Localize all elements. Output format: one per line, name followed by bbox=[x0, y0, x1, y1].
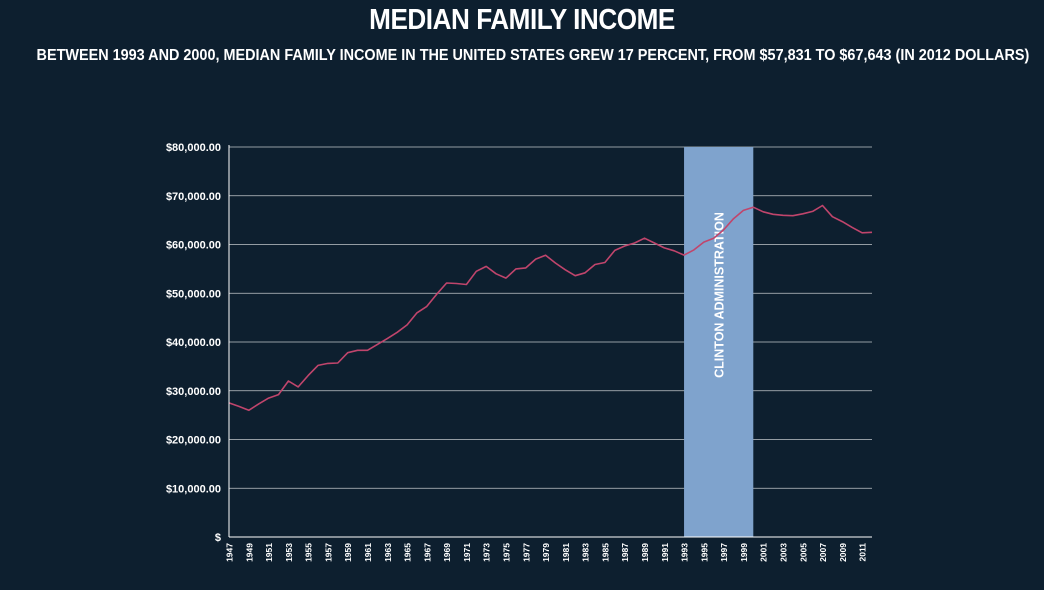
y-tick-label: $ bbox=[215, 532, 221, 544]
y-tick-label: $50,000.00 bbox=[166, 288, 221, 300]
x-tick-label: 1989 bbox=[640, 543, 650, 562]
x-tick-label: 1947 bbox=[225, 543, 235, 562]
x-tick-label: 1987 bbox=[620, 543, 630, 562]
x-tick-label: 2003 bbox=[778, 543, 788, 562]
y-tick-label: $70,000.00 bbox=[166, 191, 221, 203]
x-tick-label: 2011 bbox=[858, 543, 868, 562]
y-tick-label: $80,000.00 bbox=[166, 142, 221, 154]
x-tick-label: 2005 bbox=[798, 543, 808, 562]
x-tick-label: 1977 bbox=[521, 543, 531, 562]
x-tick-label: 1957 bbox=[323, 543, 333, 562]
x-tick-label: 1981 bbox=[561, 543, 571, 562]
income-line bbox=[228, 204, 873, 412]
x-tick-label: 1999 bbox=[739, 543, 749, 562]
x-tick-label: 1963 bbox=[383, 543, 393, 562]
x-tick-label: 1949 bbox=[244, 543, 254, 562]
axes: $ $10,000.00 $20,000.00 $30,000.00 $40,000.0… bbox=[166, 142, 872, 562]
administration-band: CLINTON ADMINISTRATION bbox=[684, 147, 754, 537]
y-tick-label: $10,000.00 bbox=[166, 483, 221, 495]
x-tick-label: 1993 bbox=[680, 543, 690, 562]
grid-lines bbox=[229, 146, 872, 489]
x-tick-label: 1953 bbox=[284, 543, 294, 562]
x-tick-label: 1991 bbox=[660, 543, 670, 562]
chart-title: MEDIAN FAMILY INCOME bbox=[369, 4, 675, 36]
y-tick-label: $40,000.00 bbox=[166, 337, 221, 349]
x-tick-label: 2007 bbox=[818, 543, 828, 562]
x-tick-label: 1955 bbox=[304, 543, 314, 562]
chart-subtitle: BETWEEN 1993 AND 2000, MEDIAN FAMILY INC… bbox=[36, 47, 1030, 64]
x-tick-label: 1973 bbox=[482, 543, 492, 562]
x-tick-label: 1997 bbox=[719, 543, 729, 562]
x-tick-label: 1965 bbox=[403, 543, 413, 562]
x-tick-label: 1985 bbox=[600, 543, 610, 562]
y-tick-label: $60,000.00 bbox=[166, 240, 221, 252]
x-tick-label: 1979 bbox=[541, 543, 551, 562]
x-tick-label: 1969 bbox=[442, 543, 452, 562]
x-tick-label: 1961 bbox=[363, 543, 373, 562]
x-tick-label: 1971 bbox=[462, 543, 472, 562]
x-tick-label: 1975 bbox=[501, 543, 511, 562]
series-line bbox=[228, 204, 873, 412]
x-tick-label: 1951 bbox=[264, 543, 274, 562]
y-tick-label: $30,000.00 bbox=[166, 386, 221, 398]
x-tick-label: 2001 bbox=[759, 543, 769, 562]
band-label: CLINTON ADMINISTRATION bbox=[713, 212, 727, 378]
x-tick-label: 1967 bbox=[422, 543, 432, 562]
x-tick-label: 1995 bbox=[699, 543, 709, 562]
y-tick-label: $20,000.00 bbox=[166, 435, 221, 447]
x-tick-label: 1959 bbox=[343, 543, 353, 562]
x-tick-label: 1983 bbox=[581, 543, 591, 562]
x-tick-label: 2009 bbox=[838, 543, 848, 562]
